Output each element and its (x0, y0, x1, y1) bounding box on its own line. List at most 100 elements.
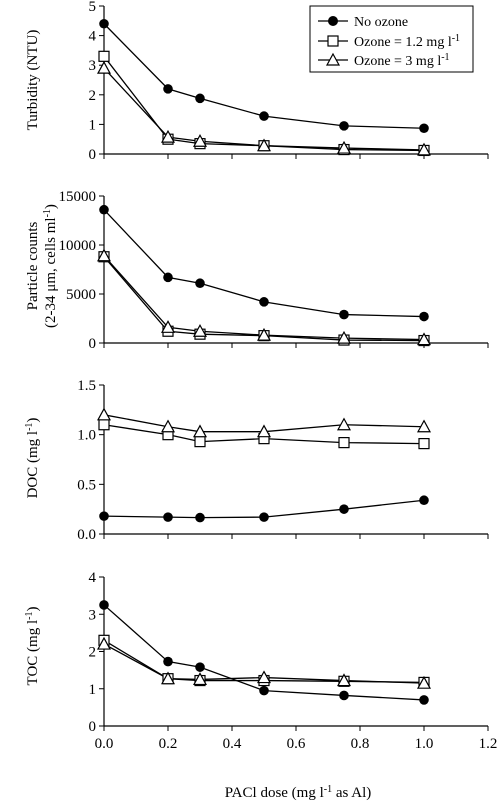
data-point-circle (99, 18, 109, 29)
y-tick-label: 1 (89, 682, 97, 698)
data-point-triangle (416, 142, 432, 156)
data-point-square (98, 50, 110, 62)
data-point-triangle (160, 419, 176, 433)
x-axis-title: PACl dose (mg l-1 as Al) (225, 784, 372, 802)
data-point-circle (339, 690, 349, 701)
data-point-circle (419, 695, 429, 705)
y-tick-label: 3 (89, 607, 97, 623)
y-tick-label: 2 (89, 88, 97, 104)
y-tick-label: 4 (89, 29, 97, 45)
legend-marker-square (327, 35, 339, 47)
x-tick-label: 0.2 (159, 736, 178, 752)
data-point-circle (163, 656, 173, 667)
legend-marker-triangle (325, 52, 341, 66)
data-point-circle (419, 123, 429, 134)
data-point-circle (419, 311, 429, 322)
data-point-triangle (192, 323, 208, 337)
data-point-square (194, 436, 206, 448)
data-point-circle (259, 512, 269, 522)
series-line-circle (103, 209, 425, 318)
panel-3: 0.0 0.5 1.0 1.5 (77, 378, 489, 543)
panel-1-y-axis-title: Turbidity (NTU) (25, 30, 41, 131)
legend: No ozone Ozone = 1.2 mg l-1 Ozone = 3 mg… (309, 5, 474, 73)
y-tick-label: 1 (89, 117, 97, 133)
data-point-triangle (256, 327, 272, 341)
series-line-triangle (103, 414, 425, 433)
y-tick-label: 15000 (59, 189, 97, 205)
y-tick-label: 0 (89, 147, 97, 163)
x-tick-label: 0.6 (287, 736, 306, 752)
data-point-circle (259, 297, 269, 307)
data-point-triangle (336, 673, 352, 687)
data-point-triangle (336, 330, 352, 344)
data-point-circle (339, 504, 349, 514)
x-tick-label: 1.2 (479, 736, 498, 752)
data-point-circle (259, 111, 269, 121)
data-point-circle (99, 511, 109, 521)
data-point-triangle (96, 636, 112, 650)
x-tick-label: 0.8 (351, 736, 370, 752)
data-point-triangle (416, 419, 432, 433)
data-point-triangle (160, 320, 176, 333)
data-point-triangle (96, 407, 112, 421)
chart-panels: 0 1 2 3 4 5 0 5000 10000 15000 0.0 0.5 1.0 1.5 0 1 2 3 4 0.… (59, 0, 498, 752)
data-point-triangle (336, 140, 352, 154)
legend-label-ozone-3: Ozone = 3 mg l-1 (354, 52, 450, 70)
y-tick-label: 10000 (59, 238, 97, 254)
panel-4: 0 1 2 3 4 0.0 0.2 0.4 0.6 0.8 1.0 1.2 (89, 570, 498, 752)
legend-label-ozone-1-2: Ozone = 1.2 mg l-1 (354, 33, 460, 51)
data-point-circle (163, 84, 173, 94)
data-point-triangle (256, 670, 272, 684)
data-point-circle (419, 495, 429, 506)
data-point-circle (339, 309, 349, 320)
data-point-circle (195, 512, 205, 523)
data-point-triangle (160, 129, 176, 143)
x-tick-label: 0.0 (95, 736, 114, 752)
data-point-triangle (416, 675, 432, 689)
x-tick-label: 0.4 (223, 736, 242, 752)
data-point-triangle (192, 134, 208, 147)
data-point-triangle (256, 138, 272, 152)
data-point-circle (195, 93, 205, 104)
y-tick-label: 1.0 (77, 428, 96, 444)
series-line-circle (103, 499, 425, 519)
y-tick-label: 1.5 (77, 378, 96, 394)
y-tick-label: 5000 (66, 287, 96, 303)
panel-4-y-axis-title: TOC (mg l-1) (24, 607, 42, 686)
y-tick-label: 2 (89, 645, 97, 661)
data-point-triangle (192, 424, 208, 438)
y-tick-label: 4 (89, 570, 97, 586)
data-point-circle (259, 685, 269, 696)
panel-2-y-axis-title-line2: (2-34 μm, cells ml-1) (42, 204, 60, 328)
panel-2: 0 5000 10000 15000 (59, 189, 489, 352)
data-point-triangle (192, 672, 208, 686)
panel-2-y-axis-title-line1: Particle counts (25, 221, 41, 310)
y-tick-label: 5 (89, 0, 97, 15)
y-tick-label: 0.5 (77, 477, 96, 493)
legend-marker-circle (328, 16, 338, 26)
data-point-circle (99, 204, 109, 215)
series-line-triangle (103, 643, 425, 684)
series-line-circle (103, 23, 425, 129)
data-point-triangle (96, 60, 112, 74)
data-point-triangle (416, 332, 432, 346)
panel-3-y-axis-title: DOC (mg l-1) (24, 418, 42, 499)
legend-label-no-ozone: No ozone (354, 15, 408, 30)
data-point-square (338, 437, 350, 449)
data-point-circle (163, 272, 173, 283)
panel-1: 0 1 2 3 4 5 (89, 0, 489, 163)
series-line-square (103, 424, 425, 445)
data-point-triangle (160, 671, 176, 685)
series-line-triangle (103, 67, 425, 151)
data-point-circle (195, 278, 205, 289)
data-point-triangle (336, 417, 352, 431)
series-line-square (103, 256, 425, 342)
x-tick-label: 1.0 (415, 736, 434, 752)
data-point-square (418, 438, 430, 450)
y-tick-label: 0 (89, 336, 97, 352)
y-tick-label: 0 (89, 719, 97, 735)
data-point-square (98, 419, 110, 431)
data-point-circle (163, 512, 173, 522)
y-tick-label: 0.0 (77, 527, 96, 543)
